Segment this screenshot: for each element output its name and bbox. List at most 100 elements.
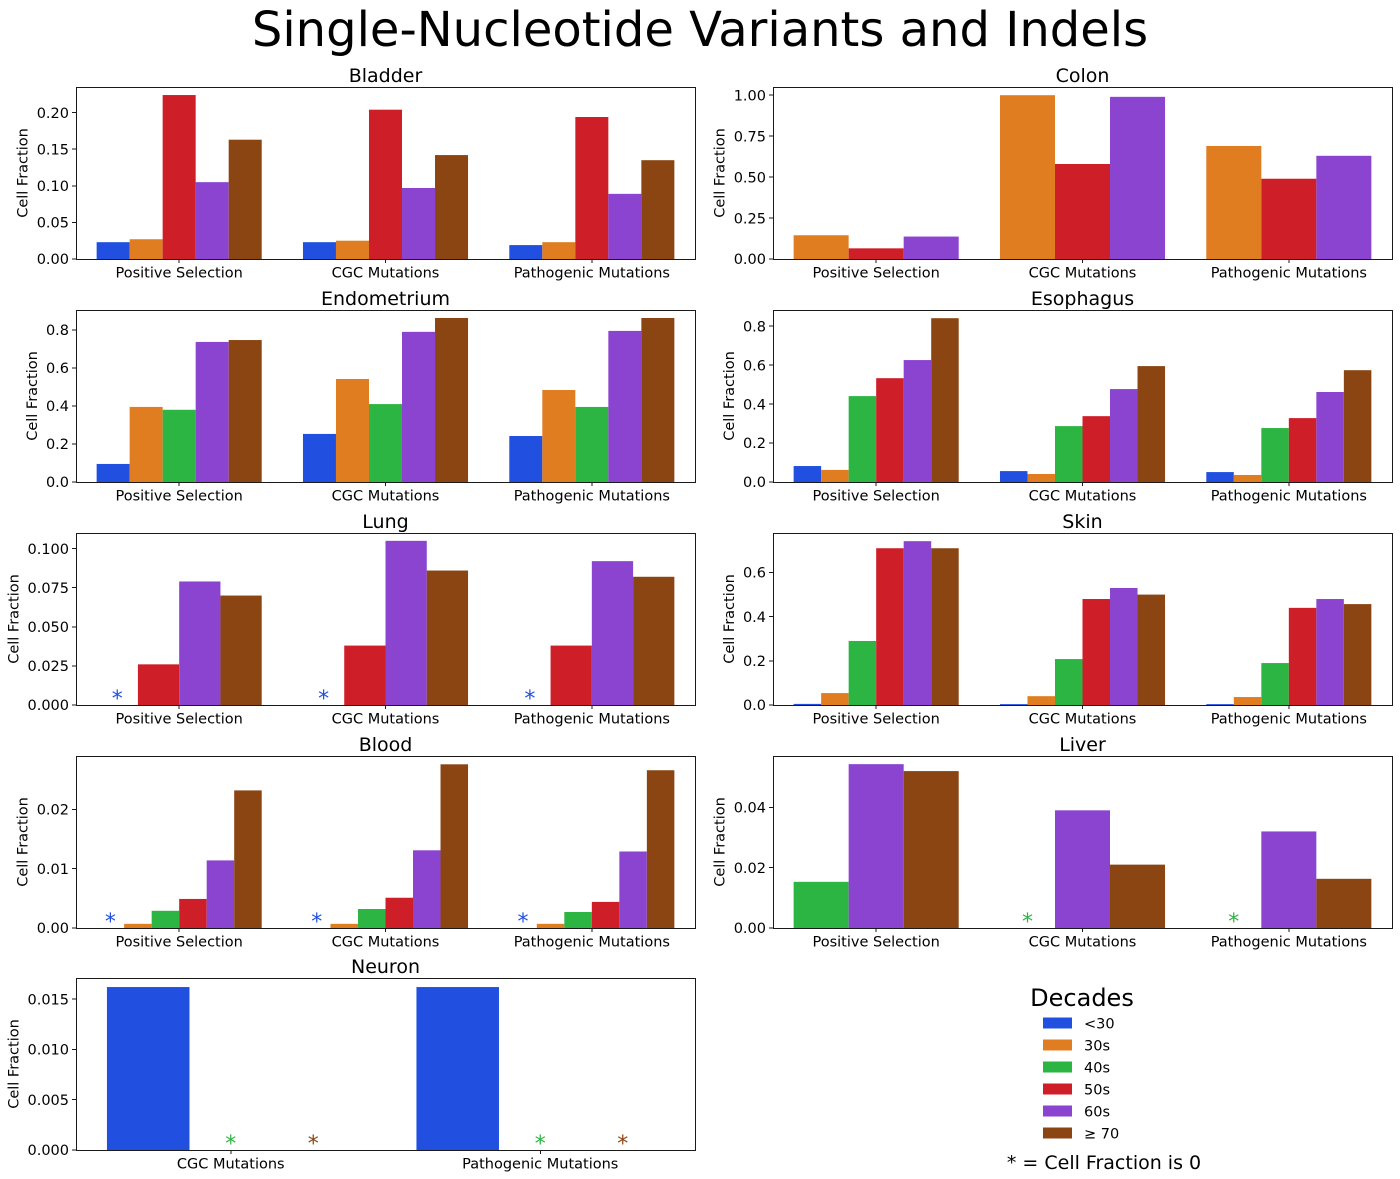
bar-50s [368, 109, 402, 259]
panel-grid: 0.00 0.05 0.10 0.15 0.20 Positive Selection CG… [7, 65, 1393, 1173]
ytick-label: 0.8 [743, 319, 766, 335]
panel-title: Skin [1062, 511, 1102, 533]
panel-bladder: 0.00 0.05 0.10 0.15 0.20 Positive Selection CG… [16, 65, 696, 282]
xtick-label: Pathogenic Mutations [1211, 489, 1367, 505]
panel-title: Bladder [349, 65, 423, 87]
xtick-label: Pathogenic Mutations [514, 712, 670, 728]
zero-marker: * [318, 687, 329, 712]
ytick-label: 0.100 [27, 542, 69, 558]
xtick-label: CGC Mutations [1029, 489, 1137, 505]
bar-60s [619, 851, 647, 928]
legend-swatch [1043, 1083, 1072, 1095]
bar-60s [402, 331, 436, 482]
ytick-label: 0.15 [37, 142, 69, 158]
bar-50s [1261, 178, 1317, 259]
bar-60s [608, 330, 642, 482]
panel-title: Liver [1059, 734, 1106, 756]
bar-50s [550, 645, 592, 705]
xtick-label: CGC Mutations [177, 1157, 285, 1173]
bar-ge-70 [1343, 604, 1372, 705]
legend-label: ≥ 70 [1084, 1126, 1119, 1142]
panel-lung: * * * 0.000 0.025 0.050 0.075 0.100 Positive Sel… [7, 511, 696, 728]
ytick-label: 0.02 [734, 861, 766, 877]
xtick-label: Pathogenic Mutations [514, 935, 670, 951]
bar-60s [195, 341, 229, 482]
bar-ge-70 [220, 595, 262, 705]
ytick-label: 0.4 [743, 610, 766, 626]
ytick-label: 0.20 [37, 106, 69, 122]
bar-lt30 [96, 242, 130, 259]
bar-50s [385, 897, 414, 928]
zero-marker: * [308, 1132, 319, 1157]
ytick-label: 0.0 [743, 698, 766, 714]
y-axis-label: Cell Fraction [25, 351, 41, 441]
bar-lt30 [999, 471, 1028, 482]
xtick-label: CGC Mutations [332, 489, 440, 505]
ytick-label: 0.02 [37, 803, 69, 819]
bar-40s [1054, 659, 1083, 705]
bar-40s [564, 911, 592, 928]
bar-40s [151, 910, 180, 928]
xtick-label: Positive Selection [813, 935, 940, 951]
legend: Decades <30 30s 40s 50s 60s ≥ 70 * = Cel… [1007, 984, 1201, 1174]
ytick-label: 0.0 [46, 475, 69, 491]
bar-50s [1288, 607, 1317, 705]
ytick-label: 0.25 [734, 211, 766, 227]
legend-entry: <30 [1043, 1016, 1115, 1032]
bar-50s [1054, 163, 1111, 259]
ytick-label: 0.05 [37, 216, 69, 232]
bar-30s [124, 923, 152, 928]
zero-marker: * [225, 1132, 236, 1157]
bar-40s [848, 640, 877, 705]
bar-30s [821, 693, 849, 705]
ytick-label: 0.00 [37, 252, 69, 268]
ytick-label: 0.8 [46, 323, 69, 339]
bar-60s [402, 188, 436, 259]
ytick-label: 0.075 [27, 581, 69, 597]
plot-frame [76, 978, 696, 1151]
bar-60s [385, 540, 427, 705]
bar-30s [129, 239, 163, 259]
bar-30s [821, 469, 849, 482]
bar-60s [1110, 389, 1138, 482]
y-axis-label: Cell Fraction [7, 574, 23, 664]
legend-label: 60s [1084, 1104, 1110, 1120]
bar-lt30 [999, 704, 1028, 705]
legend-entry: ≥ 70 [1043, 1126, 1119, 1142]
y-axis-label: Cell Fraction [16, 797, 32, 887]
xtick-label: Pathogenic Mutations [514, 489, 670, 505]
xtick-label: Positive Selection [116, 266, 243, 282]
xtick-label: Positive Selection [116, 712, 243, 728]
bar-50s [137, 664, 180, 705]
bar-30s [536, 923, 565, 928]
ytick-label: 0.2 [46, 437, 69, 453]
bar-ge-70 [1137, 366, 1166, 482]
bar-lt30 [509, 245, 543, 259]
bar-50s [1082, 599, 1111, 705]
panel-title: Esophagus [1031, 288, 1134, 310]
zero-marker: * [518, 910, 529, 935]
zero-marker: * [112, 687, 123, 712]
bar-ge-70 [641, 317, 675, 482]
bar-lt30 [416, 987, 499, 1150]
zero-marker: * [617, 1132, 628, 1157]
legend-label: <30 [1084, 1016, 1115, 1032]
bar-30s [335, 378, 369, 482]
xtick-label: Positive Selection [116, 489, 243, 505]
bar-60s [608, 193, 642, 259]
xtick-label: Pathogenic Mutations [1211, 266, 1367, 282]
zero-marker: * [524, 687, 535, 712]
bar-50s [162, 95, 196, 259]
zero-marker: * [311, 910, 322, 935]
y-axis-label: Cell Fraction [16, 128, 32, 218]
bar-40s [793, 881, 849, 928]
zero-marker: * [1228, 910, 1239, 935]
ytick-label: 0.000 [27, 698, 69, 714]
bar-40s [1261, 428, 1289, 482]
panel-blood: * * * 0.00 0.01 0.02 Positive Selection CGC Mut… [16, 734, 696, 951]
ytick-label: 0.005 [27, 1093, 69, 1109]
ytick-label: 0.00 [734, 921, 766, 937]
bar-ge-70 [435, 317, 469, 482]
xtick-label: Pathogenic Mutations [462, 1157, 618, 1173]
bar-30s [335, 240, 369, 259]
